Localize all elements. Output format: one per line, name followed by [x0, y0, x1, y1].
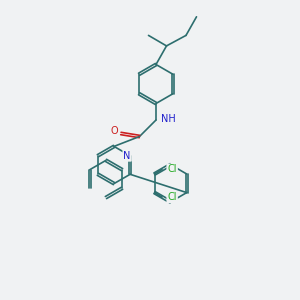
Text: Cl: Cl	[167, 164, 177, 175]
Text: O: O	[110, 125, 118, 136]
Text: N: N	[123, 151, 131, 161]
Text: Cl: Cl	[167, 192, 177, 202]
Text: NH: NH	[161, 113, 176, 124]
